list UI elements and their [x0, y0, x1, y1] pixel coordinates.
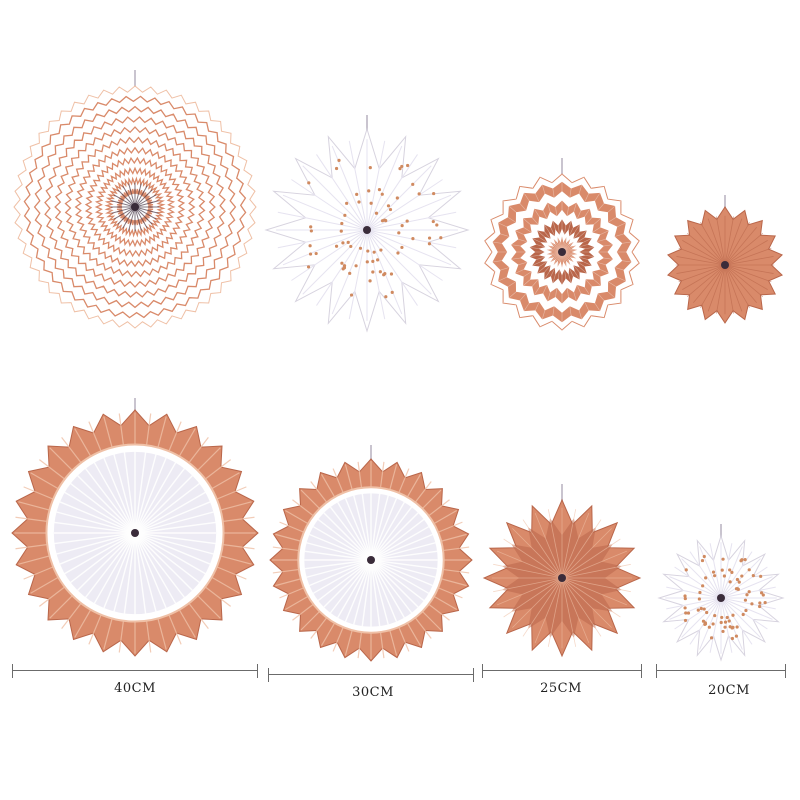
- size-label-40cm: 40CM: [114, 681, 156, 696]
- fan-25cm-rose-gold-striped: [482, 158, 642, 334]
- dimension-line-30cm: [268, 668, 474, 682]
- size-label-20cm: 20CM: [708, 683, 750, 698]
- dimension-line-20cm: [656, 664, 786, 678]
- fan-20cm-white-dotted-star: [656, 524, 786, 664]
- fan-40cm-white-wavy: [12, 70, 258, 332]
- fan-20cm-solid-rose-gold: [662, 195, 788, 327]
- fan-25cm-rose-gold-foil-star: [482, 484, 642, 660]
- fan-40cm-foil-rim: [10, 398, 260, 660]
- size-label-30cm: 30CM: [352, 685, 394, 700]
- dimension-line-25cm: [482, 664, 642, 678]
- dimension-line-40cm: [12, 664, 258, 678]
- fan-30cm-white-dotted-star: [264, 115, 470, 335]
- size-label-25cm: 25CM: [540, 681, 582, 696]
- fan-30cm-foil-rim: [268, 445, 474, 665]
